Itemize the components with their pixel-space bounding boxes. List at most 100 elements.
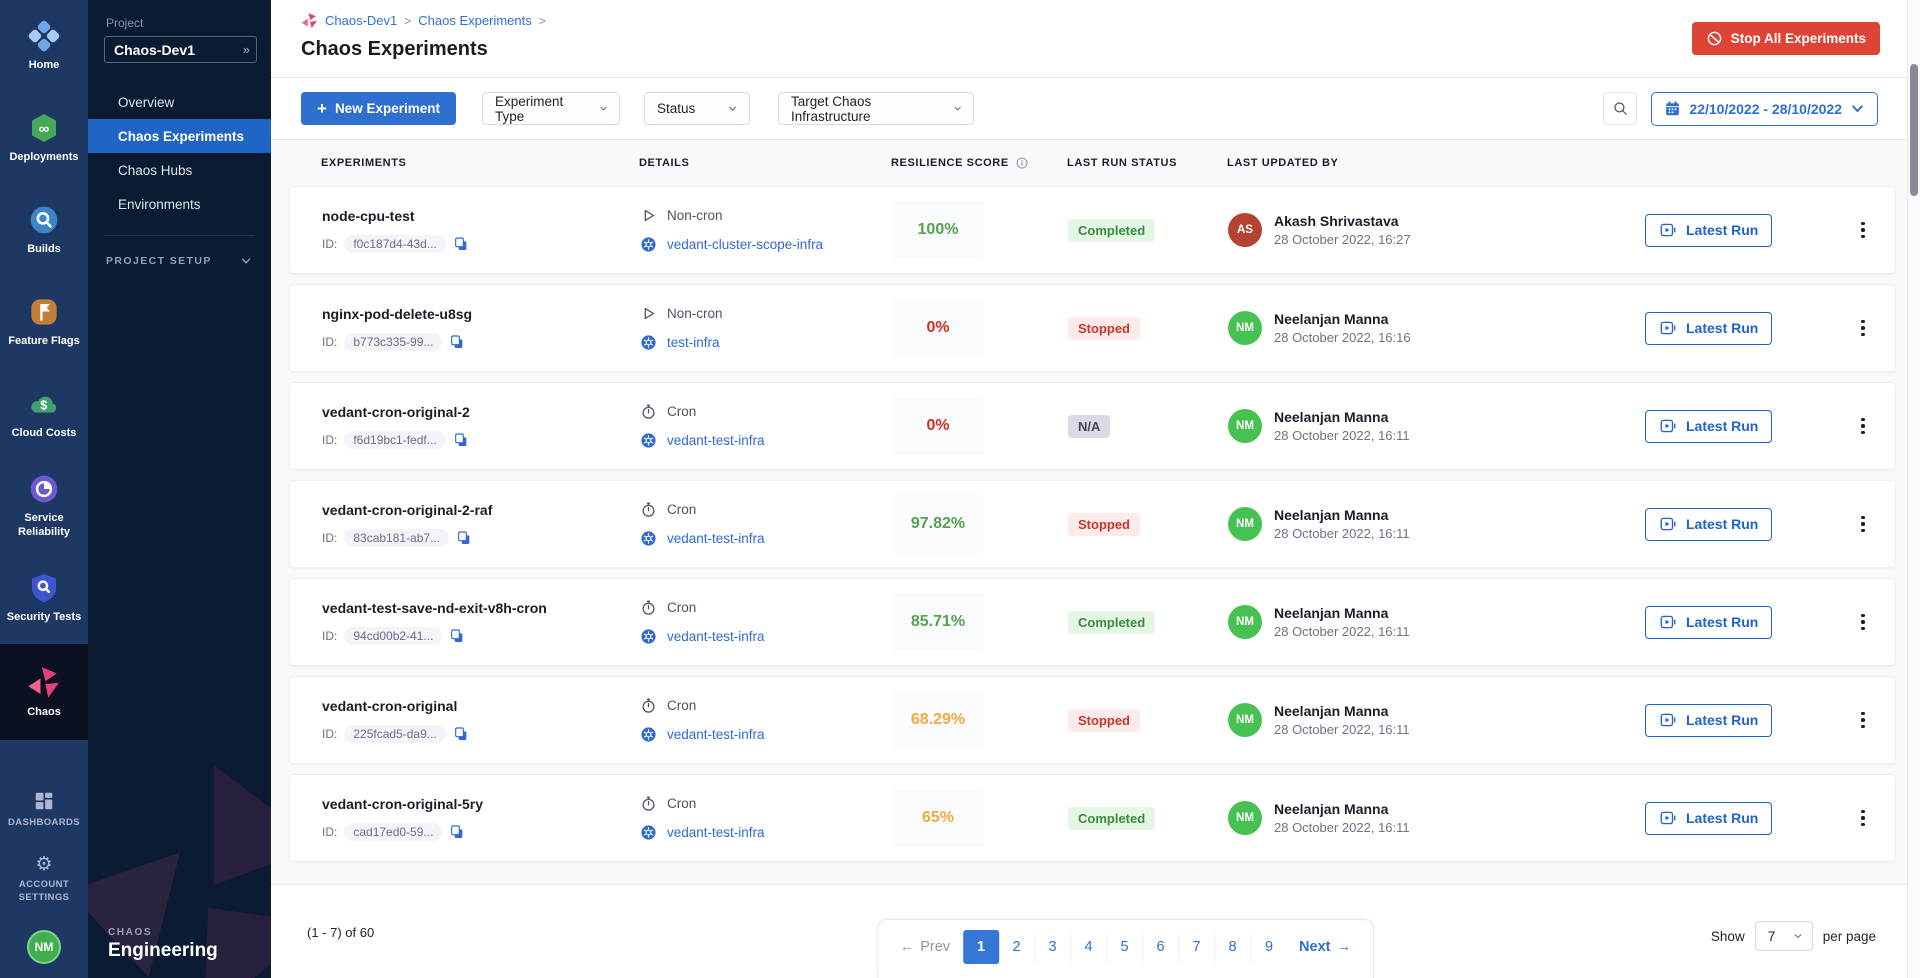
page-number-button[interactable]: 5 xyxy=(1107,930,1143,964)
latest-run-button[interactable]: Latest Run xyxy=(1645,508,1772,541)
menu-item-chaos-hubs[interactable]: Chaos Hubs xyxy=(88,153,271,187)
latest-run-button[interactable]: Latest Run xyxy=(1645,802,1772,835)
user-avatar[interactable]: NM xyxy=(27,930,61,964)
kubernetes-infra-icon xyxy=(640,530,657,547)
date-range-label: 22/10/2022 - 28/10/2022 xyxy=(1689,101,1842,117)
page-number-button[interactable]: 7 xyxy=(1179,930,1215,964)
details-cell: Cron vedant-test-infra xyxy=(640,795,892,841)
new-experiment-button[interactable]: + New Experiment xyxy=(301,92,456,125)
copy-icon[interactable] xyxy=(449,824,465,840)
rail-item-feature-flags[interactable]: Feature Flags xyxy=(0,276,88,368)
project-selector[interactable]: Chaos-Dev1 » xyxy=(104,36,257,63)
updated-by-cell: NM Neelanjan Manna 28 October 2022, 16:1… xyxy=(1228,409,1645,443)
copy-icon[interactable] xyxy=(456,530,472,546)
page-number-button[interactable]: 3 xyxy=(1035,930,1071,964)
experiment-row[interactable]: vedant-cron-original-5ry ID: cad17ed0-59… xyxy=(289,774,1896,862)
row-menu-button[interactable] xyxy=(1847,802,1879,834)
rail-item-chaos[interactable]: Chaos xyxy=(0,644,88,740)
infra-link[interactable]: vedant-test-infra xyxy=(667,433,765,448)
latest-run-button[interactable]: Latest Run xyxy=(1645,606,1772,639)
experiment-row[interactable]: vedant-cron-original ID: 225fcad5-da9... xyxy=(289,676,1896,764)
date-range-picker[interactable]: 22/10/2022 - 28/10/2022 xyxy=(1651,92,1878,126)
rail-item-service-reliability[interactable]: Service Reliability xyxy=(0,460,88,552)
copy-icon[interactable] xyxy=(449,334,465,350)
details-cell: Cron vedant-test-infra xyxy=(640,697,892,743)
rail-item-dashboards[interactable]: DASHBOARDS xyxy=(8,790,80,829)
experiment-row[interactable]: vedant-cron-original-2 ID: f6d19bc1-fedf… xyxy=(289,382,1896,470)
infra-link[interactable]: vedant-cluster-scope-infra xyxy=(667,237,823,252)
search-button[interactable] xyxy=(1603,92,1637,125)
col-resilience-score: RESILIENCE SCORE xyxy=(891,156,1067,170)
breadcrumb-experiments-link[interactable]: Chaos Experiments xyxy=(418,13,531,28)
svg-text:$: $ xyxy=(40,398,47,412)
breadcrumb-project-link[interactable]: Chaos-Dev1 xyxy=(325,13,397,28)
infra-link[interactable]: vedant-test-infra xyxy=(667,531,765,546)
page-number-button[interactable]: 6 xyxy=(1143,930,1179,964)
page-number-button[interactable]: 9 xyxy=(1251,930,1287,964)
prev-page-button[interactable]: ← Prev xyxy=(890,930,961,964)
latest-run-button[interactable]: Latest Run xyxy=(1645,410,1772,443)
page-number-button[interactable]: 8 xyxy=(1215,930,1251,964)
rail-item-builds[interactable]: Builds xyxy=(0,184,88,276)
experiment-row[interactable]: vedant-test-save-nd-exit-v8h-cron ID: 94… xyxy=(289,578,1896,666)
avatar: NM xyxy=(1228,507,1262,541)
infra-link[interactable]: vedant-test-infra xyxy=(667,825,765,840)
rail-label: Home xyxy=(26,59,63,73)
menu-item-environments[interactable]: Environments xyxy=(88,187,271,221)
latest-run-button[interactable]: Latest Run xyxy=(1645,704,1772,737)
page-number-button[interactable]: 4 xyxy=(1071,930,1107,964)
menu-item-overview[interactable]: Overview xyxy=(88,85,271,119)
experiment-id: 225fcad5-da9... xyxy=(344,725,445,743)
rail-item-home[interactable]: Home xyxy=(0,0,88,92)
page-number-button[interactable]: 2 xyxy=(999,930,1035,964)
infra-line: vedant-test-infra xyxy=(640,530,892,547)
row-menu-button[interactable] xyxy=(1847,606,1879,638)
rail-item-deployments[interactable]: ∞ Deployments xyxy=(0,92,88,184)
info-icon[interactable] xyxy=(1015,156,1029,170)
schedule-line: Cron xyxy=(640,403,892,420)
row-menu-button[interactable] xyxy=(1847,508,1879,540)
filter-experiment-type[interactable]: Experiment Type xyxy=(482,92,620,125)
project-setup-toggle[interactable]: PROJECT SETUP xyxy=(88,236,271,268)
copy-icon[interactable] xyxy=(453,726,469,742)
scrollbar-thumb[interactable] xyxy=(1910,64,1918,196)
filter-target-infrastructure[interactable]: Target Chaos Infrastructure xyxy=(778,92,974,125)
rail-item-account-settings[interactable]: ⚙ ACCOUNT SETTINGS xyxy=(9,855,79,904)
module-footer: CHAOS Engineering xyxy=(88,927,271,978)
details-cell: Cron vedant-test-infra xyxy=(640,501,892,547)
table-header-row: EXPERIMENTS DETAILS RESILIENCE SCORE LAS… xyxy=(289,140,1896,186)
row-menu-button[interactable] xyxy=(1847,704,1879,736)
scrollbar-track[interactable] xyxy=(1907,0,1920,978)
page-size-select[interactable]: 7 xyxy=(1755,921,1813,951)
status-cell: Stopped xyxy=(1068,317,1228,340)
infra-link[interactable]: test-infra xyxy=(667,335,720,350)
new-experiment-label: New Experiment xyxy=(335,101,440,116)
latest-run-button[interactable]: Latest Run xyxy=(1645,312,1772,345)
calendar-icon xyxy=(1664,100,1681,117)
latest-run-icon xyxy=(1659,809,1677,827)
expand-projects-icon[interactable]: » xyxy=(243,42,248,57)
experiment-row[interactable]: vedant-cron-original-2-raf ID: 83cab181-… xyxy=(289,480,1896,568)
infra-link[interactable]: vedant-test-infra xyxy=(667,727,765,742)
updated-by-name: Neelanjan Manna xyxy=(1274,703,1410,719)
latest-run-button[interactable]: Latest Run xyxy=(1645,214,1772,247)
breadcrumb-separator: > xyxy=(539,14,546,28)
stop-all-experiments-button[interactable]: Stop All Experiments xyxy=(1692,22,1880,55)
next-page-button[interactable]: Next → xyxy=(1289,930,1361,964)
row-menu-button[interactable] xyxy=(1847,214,1879,246)
copy-icon[interactable] xyxy=(453,432,469,448)
filter-status[interactable]: Status xyxy=(644,92,750,125)
menu-item-chaos-experiments[interactable]: Chaos Experiments xyxy=(88,119,271,153)
copy-icon[interactable] xyxy=(453,236,469,252)
infra-link[interactable]: vedant-test-infra xyxy=(667,629,765,644)
copy-icon[interactable] xyxy=(449,628,465,644)
rail-item-security-tests[interactable]: Security Tests xyxy=(0,552,88,644)
experiment-row[interactable]: node-cpu-test ID: f0c187d4-43d... xyxy=(289,186,1896,274)
row-menu-button[interactable] xyxy=(1847,410,1879,442)
experiment-row[interactable]: nginx-pod-delete-u8sg ID: b773c335-99... xyxy=(289,284,1896,372)
row-menu-button[interactable] xyxy=(1847,312,1879,344)
updated-by-date: 28 October 2022, 16:11 xyxy=(1274,722,1410,737)
col-details: DETAILS xyxy=(639,157,891,169)
rail-item-cloud-costs[interactable]: $ Cloud Costs xyxy=(0,368,88,460)
page-number-button[interactable]: 1 xyxy=(963,930,999,964)
